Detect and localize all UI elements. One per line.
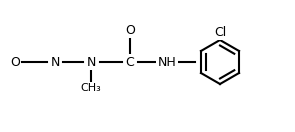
Text: O: O	[125, 23, 135, 37]
Text: NH: NH	[158, 55, 176, 69]
Text: O: O	[10, 55, 20, 69]
Text: CH₃: CH₃	[81, 83, 101, 93]
Text: C: C	[126, 55, 135, 69]
Text: N: N	[50, 55, 60, 69]
Text: N: N	[86, 55, 96, 69]
Text: Cl: Cl	[214, 25, 226, 39]
